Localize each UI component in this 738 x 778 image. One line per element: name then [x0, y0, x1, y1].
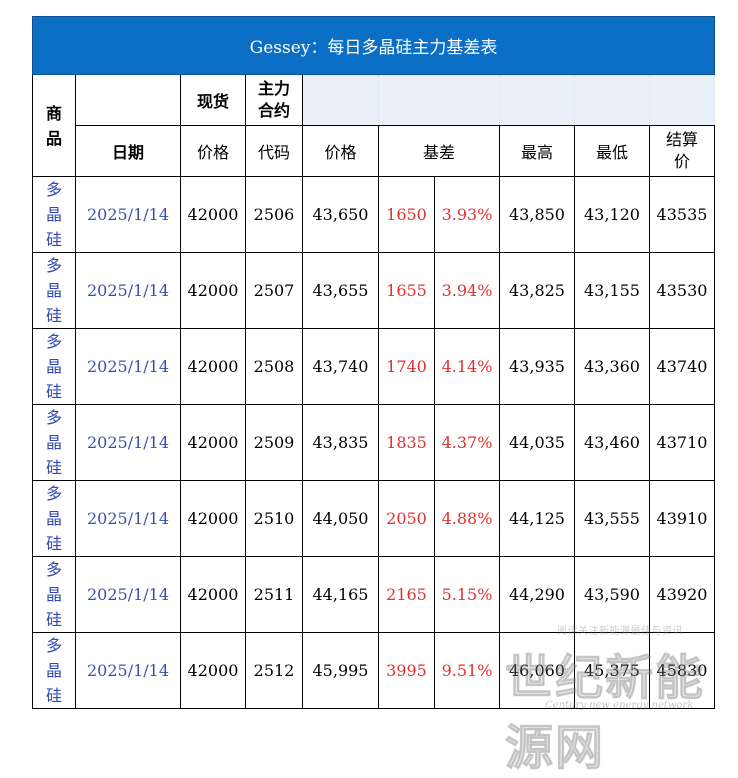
- cell-product: 多 晶 硅: [32, 632, 76, 709]
- cell-spot-price: 42000: [180, 556, 246, 633]
- header-band-low: [574, 74, 650, 126]
- cell-spot-price: 42000: [180, 480, 246, 557]
- cell-settle: 43535: [648, 176, 716, 253]
- header-low: 最低: [574, 125, 650, 177]
- table-row: 多 晶 硅 2025/1/14 42000 2510 44,050 2050 4.88% 44…: [32, 480, 716, 557]
- cell-high: 43,935: [499, 328, 575, 405]
- header-spot: 现货: [180, 74, 246, 126]
- table-row: 多 晶 硅 2025/1/14 42000 2507 43,655 1655 3.94% 43…: [32, 252, 716, 329]
- cell-contract-code: 2506: [245, 176, 303, 253]
- cell-settle: 43920: [648, 556, 716, 633]
- cell-futures-price: 45,995: [302, 632, 379, 709]
- cell-contract-code: 2507: [245, 252, 303, 329]
- header-band-settle: [648, 74, 716, 126]
- cell-high: 44,035: [499, 404, 575, 481]
- cell-futures-price: 43,835: [302, 404, 379, 481]
- cell-product: 多 晶 硅: [32, 404, 76, 481]
- header-band-high: [499, 74, 575, 126]
- cell-contract-code: 2512: [245, 632, 303, 709]
- header-settle: 结算 价: [648, 125, 716, 177]
- basis-table: Gessey：每日多晶硅主力基差表 商 品 现货 主力 合约 日期 价格 代码 …: [31, 16, 716, 709]
- header-code: 代码: [245, 125, 303, 177]
- cell-basis: 1650: [378, 176, 435, 253]
- header-basis: 基差: [378, 125, 500, 177]
- cell-settle: 43710: [648, 404, 716, 481]
- cell-high: 43,850: [499, 176, 575, 253]
- cell-basis: 1835: [378, 404, 435, 481]
- cell-spot-price: 42000: [180, 252, 246, 329]
- cell-basis: 2165: [378, 556, 435, 633]
- cell-futures-price: 43,655: [302, 252, 379, 329]
- cell-futures-price: 44,165: [302, 556, 379, 633]
- cell-basis-pct: 3.93%: [434, 176, 500, 253]
- table-row: 多 晶 硅 2025/1/14 42000 2511 44,165 2165 5.15% 44…: [32, 556, 716, 633]
- header-high: 最高: [499, 125, 575, 177]
- header-main-contract: 主力 合约: [245, 74, 303, 126]
- cell-basis-pct: 3.94%: [434, 252, 500, 329]
- cell-basis: 1740: [378, 328, 435, 405]
- cell-date: 2025/1/14: [75, 632, 181, 709]
- table-row: 多 晶 硅 2025/1/14 42000 2512 45,995 3995 9.51% 46…: [32, 632, 716, 709]
- cell-date: 2025/1/14: [75, 404, 181, 481]
- cell-product: 多 晶 硅: [32, 480, 76, 557]
- cell-settle: 43530: [648, 252, 716, 329]
- cell-basis-pct: 4.14%: [434, 328, 500, 405]
- cell-date: 2025/1/14: [75, 176, 181, 253]
- cell-high: 44,290: [499, 556, 575, 633]
- header-blank-date-top: [75, 74, 181, 126]
- cell-product: 多 晶 硅: [32, 252, 76, 329]
- cell-low: 43,360: [574, 328, 650, 405]
- cell-basis-pct: 4.37%: [434, 404, 500, 481]
- table-row: 多 晶 硅 2025/1/14 42000 2509 43,835 1835 4.37% 44…: [32, 404, 716, 481]
- cell-product: 多 晶 硅: [32, 556, 76, 633]
- cell-basis: 2050: [378, 480, 435, 557]
- cell-low: 43,120: [574, 176, 650, 253]
- header-band-basis: [378, 74, 435, 126]
- table-body: 多 晶 硅 2025/1/14 42000 2506 43,650 1650 3.93% 43…: [32, 176, 716, 709]
- cell-settle: 43910: [648, 480, 716, 557]
- cell-high: 43,825: [499, 252, 575, 329]
- basis-table-frame: Gessey：每日多晶硅主力基差表 商 品 现货 主力 合约 日期 价格 代码 …: [31, 16, 716, 709]
- header-spot-price: 价格: [180, 125, 246, 177]
- cell-spot-price: 42000: [180, 404, 246, 481]
- cell-futures-price: 43,650: [302, 176, 379, 253]
- cell-basis-pct: 4.88%: [434, 480, 500, 557]
- cell-contract-code: 2511: [245, 556, 303, 633]
- cell-contract-code: 2508: [245, 328, 303, 405]
- cell-date: 2025/1/14: [75, 252, 181, 329]
- cell-settle: 45830: [648, 632, 716, 709]
- table-row: 多 晶 硅 2025/1/14 42000 2508 43,740 1740 4.14% 43…: [32, 328, 716, 405]
- cell-spot-price: 42000: [180, 328, 246, 405]
- cell-contract-code: 2510: [245, 480, 303, 557]
- cell-futures-price: 43,740: [302, 328, 379, 405]
- cell-low: 43,555: [574, 480, 650, 557]
- cell-date: 2025/1/14: [75, 556, 181, 633]
- cell-product: 多 晶 硅: [32, 176, 76, 253]
- cell-futures-price: 44,050: [302, 480, 379, 557]
- header-date: 日期: [75, 125, 181, 177]
- header-band-price: [302, 74, 379, 126]
- cell-low: 43,155: [574, 252, 650, 329]
- cell-spot-price: 42000: [180, 632, 246, 709]
- cell-date: 2025/1/14: [75, 328, 181, 405]
- cell-date: 2025/1/14: [75, 480, 181, 557]
- cell-spot-price: 42000: [180, 176, 246, 253]
- cell-basis-pct: 5.15%: [434, 556, 500, 633]
- cell-low: 43,460: [574, 404, 650, 481]
- cell-product: 多 晶 硅: [32, 328, 76, 405]
- header-futures-price: 价格: [302, 125, 379, 177]
- cell-high: 44,125: [499, 480, 575, 557]
- cell-basis: 1655: [378, 252, 435, 329]
- cell-low: 43,590: [574, 556, 650, 633]
- cell-high: 46,060: [499, 632, 575, 709]
- table-row: 多 晶 硅 2025/1/14 42000 2506 43,650 1650 3.93% 43…: [32, 176, 716, 253]
- table-title: Gessey：每日多晶硅主力基差表: [31, 16, 716, 75]
- cell-low: 45,375: [574, 632, 650, 709]
- cell-basis: 3995: [378, 632, 435, 709]
- cell-contract-code: 2509: [245, 404, 303, 481]
- cell-settle: 43740: [648, 328, 716, 405]
- cell-basis-pct: 9.51%: [434, 632, 500, 709]
- header-band-basis-pct: [434, 74, 500, 126]
- header-product: 商 品: [32, 74, 76, 177]
